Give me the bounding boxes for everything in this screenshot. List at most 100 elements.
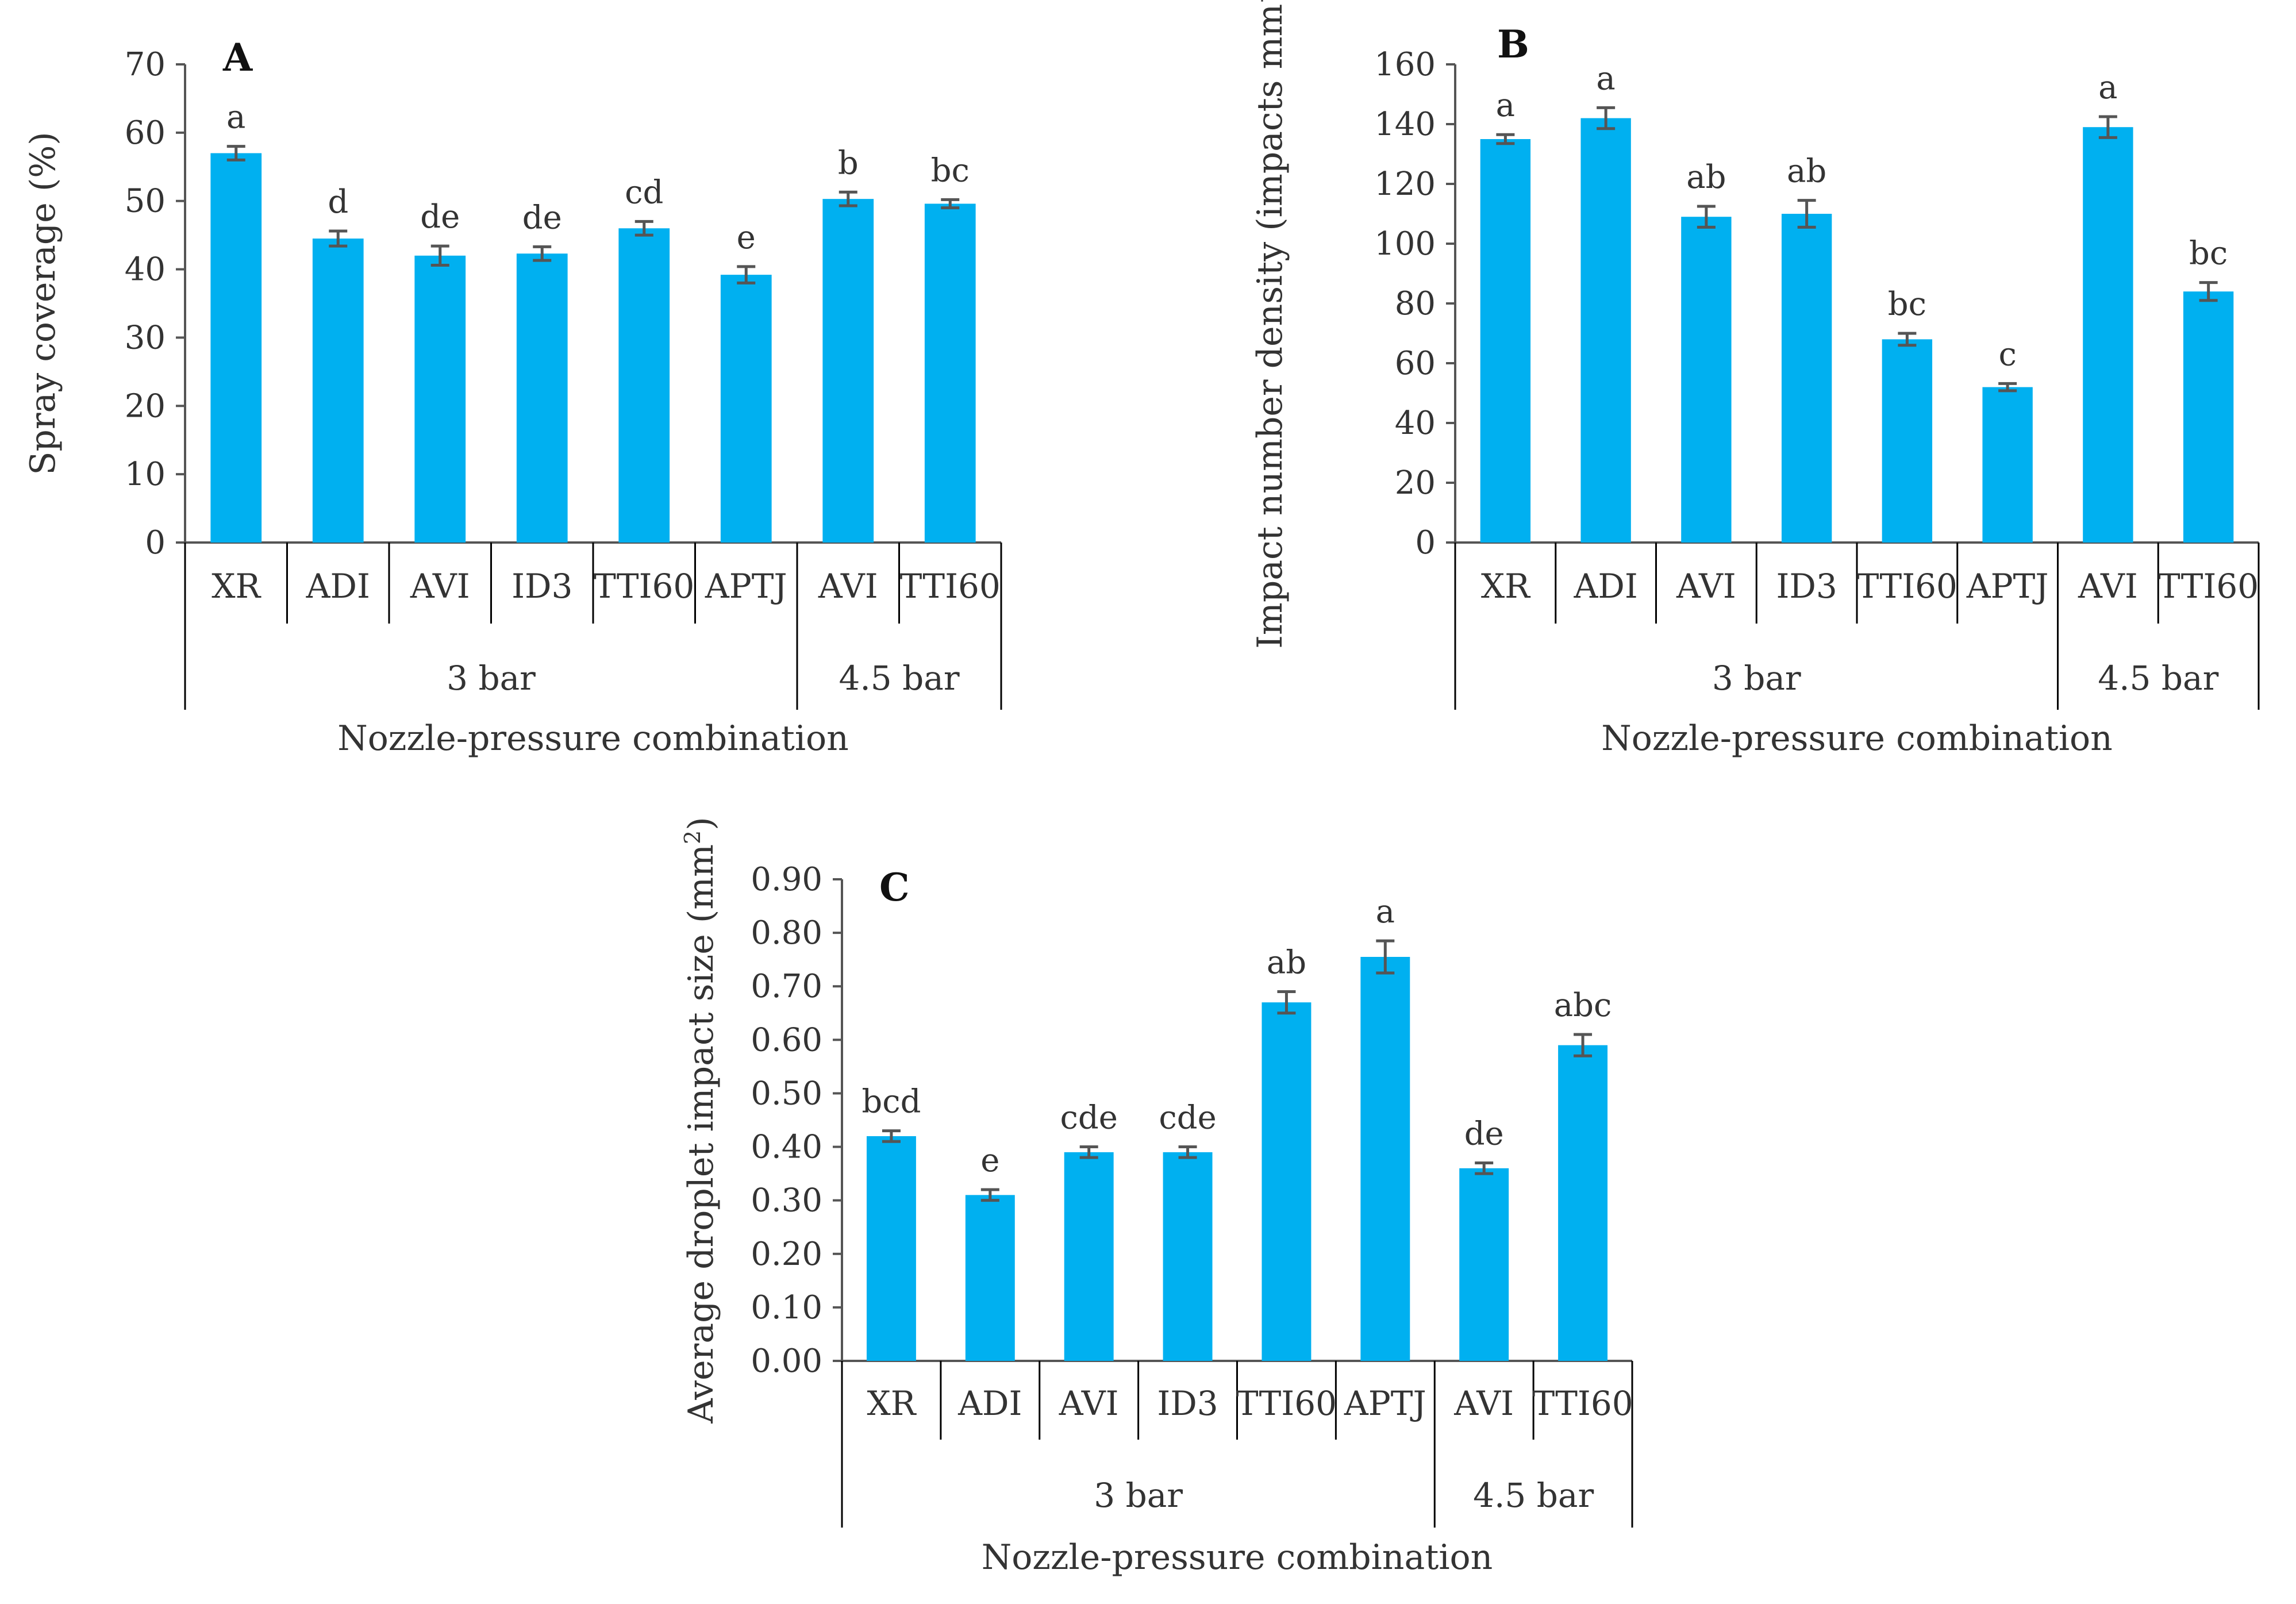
y-tick-label: 0.80	[751, 914, 822, 952]
x-tick-label: APTJ	[1344, 1384, 1426, 1423]
bar	[2083, 127, 2133, 543]
significance-letter: bc	[1888, 286, 1926, 323]
y-axis-title: Spray coverage (%)	[23, 132, 63, 475]
significance-letter: d	[328, 183, 348, 221]
bar	[1360, 957, 1410, 1361]
significance-letter: abc	[1554, 987, 1612, 1024]
chart-panel-a: 0 10 20 30 40 50 60 70 XR ADI AVI ID3 TTI60 APTJ AVI TT…	[23, 35, 1002, 759]
panel-label: A	[222, 35, 253, 80]
y-tick-label: 0.60	[751, 1021, 822, 1059]
y-tick-label: 0.30	[751, 1182, 822, 1220]
x-tick-label: AVI	[1059, 1384, 1119, 1423]
bar	[1262, 1002, 1312, 1361]
x-axis-title: Nozzle-pressure combination	[337, 718, 849, 759]
panel-label: C	[879, 865, 910, 910]
y-tick-label: 40	[125, 251, 166, 289]
x-tick-label: ADI	[1573, 567, 1637, 606]
group-label: 4.5 bar	[2098, 659, 2218, 698]
x-tick-label: AVI	[1453, 1384, 1514, 1423]
bar	[1459, 1168, 1509, 1361]
x-tick-label: AVI	[2078, 567, 2138, 606]
y-tick-label: 0.10	[751, 1289, 822, 1326]
y-axis-title: Average droplet impact size (mm2)	[680, 817, 721, 1424]
bar	[1480, 139, 1531, 543]
y-tick-label: 0.70	[751, 968, 822, 1005]
bar	[924, 203, 976, 543]
x-tick-label: ADI	[306, 567, 370, 606]
bar	[1558, 1045, 1608, 1361]
significance-letter: de	[1464, 1115, 1504, 1152]
x-tick-label: TTI60	[1236, 1384, 1337, 1423]
bar	[516, 253, 568, 543]
x-tick-label: ID3	[1157, 1384, 1218, 1423]
significance-letter: bc	[931, 152, 970, 189]
y-tick-label: 20	[125, 387, 166, 425]
y-tick-label: 0.90	[751, 861, 822, 898]
significance-letter: bcd	[862, 1083, 921, 1121]
x-tick-label: APTJ	[1966, 567, 2049, 606]
y-tick-label: 0.00	[751, 1343, 822, 1380]
y-tick-label: 100	[1374, 225, 1436, 263]
y-tick-label: 160	[1374, 46, 1436, 83]
significance-letter: bc	[2189, 235, 2228, 272]
x-tick-label: TTI60	[1532, 1384, 1633, 1423]
y-tick-label: 60	[1395, 345, 1436, 382]
significance-letter: ab	[1267, 944, 1306, 982]
bar	[965, 1195, 1015, 1361]
y-tick-label: 20	[1395, 464, 1436, 502]
bar	[414, 255, 466, 543]
y-tick-label: 80	[1395, 285, 1436, 322]
y-tick-label: 0	[1415, 524, 1436, 561]
bar	[1982, 387, 2033, 543]
x-tick-label: TTI60	[1857, 567, 1957, 606]
x-axis-title: Nozzle-pressure combination	[1601, 718, 2113, 759]
significance-letter: a	[1496, 87, 1515, 124]
bar	[618, 228, 670, 543]
x-tick-label: XR	[211, 567, 261, 606]
y-tick-label: 50	[125, 183, 166, 220]
x-tick-label: APTJ	[705, 567, 787, 606]
x-tick-label: AVI	[410, 567, 470, 606]
x-tick-label: TTI60	[900, 567, 1001, 606]
group-label: 3 bar	[447, 659, 536, 698]
x-tick-label: XR	[1481, 567, 1531, 606]
bar	[210, 153, 262, 543]
group-label: 4.5 bar	[839, 659, 959, 698]
chart-panel-c: 0.00 0.10 0.20 0.30 0.40 0.50 0.60 0.70 0.80 0.90…	[680, 817, 1633, 1578]
group-label: 3 bar	[1712, 659, 1801, 698]
y-tick-label: 40	[1395, 405, 1436, 442]
significance-letter: cde	[1159, 1099, 1216, 1137]
bar	[1781, 214, 1832, 543]
x-tick-label: TTI60	[594, 567, 694, 606]
y-tick-label: 120	[1374, 166, 1436, 203]
significance-letter: cde	[1060, 1099, 1118, 1137]
x-tick-label: AVI	[818, 567, 878, 606]
bar	[1882, 339, 1933, 543]
x-tick-label: ADI	[957, 1384, 1022, 1423]
group-label: 3 bar	[1094, 1476, 1183, 1515]
y-tick-label: 60	[125, 114, 166, 152]
y-tick-label: 30	[125, 319, 166, 356]
x-tick-label: AVI	[1676, 567, 1736, 606]
panel-label: B	[1497, 22, 1529, 67]
significance-letter: de	[420, 198, 460, 236]
y-tick-label: 0.50	[751, 1075, 822, 1112]
x-tick-label: XR	[867, 1384, 917, 1423]
significance-letter: ab	[1787, 153, 1826, 190]
bar	[822, 199, 874, 543]
bar	[1163, 1152, 1213, 1361]
significance-letter: a	[2098, 69, 2117, 106]
y-axis-title: Impact number density (impacts mm−2)	[1249, 0, 1290, 649]
significance-letter: e	[737, 219, 756, 256]
bar	[1681, 217, 1732, 543]
bar	[2183, 291, 2234, 543]
significance-letter: cd	[625, 174, 663, 211]
group-label: 4.5 bar	[1473, 1476, 1594, 1515]
x-tick-label: ID3	[511, 567, 572, 606]
bar	[720, 275, 772, 543]
significance-letter: c	[1998, 336, 2016, 373]
bar	[1580, 118, 1631, 543]
y-tick-label: 0.20	[751, 1236, 822, 1273]
